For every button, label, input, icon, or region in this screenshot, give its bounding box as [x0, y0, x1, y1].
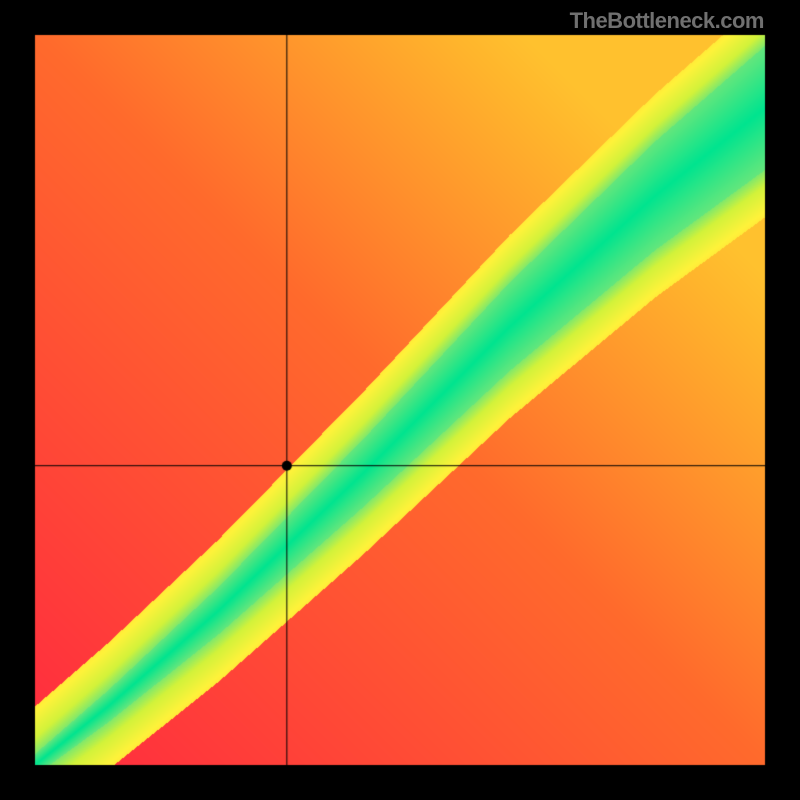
bottleneck-heatmap: [0, 0, 800, 800]
watermark-text: TheBottleneck.com: [570, 8, 764, 34]
